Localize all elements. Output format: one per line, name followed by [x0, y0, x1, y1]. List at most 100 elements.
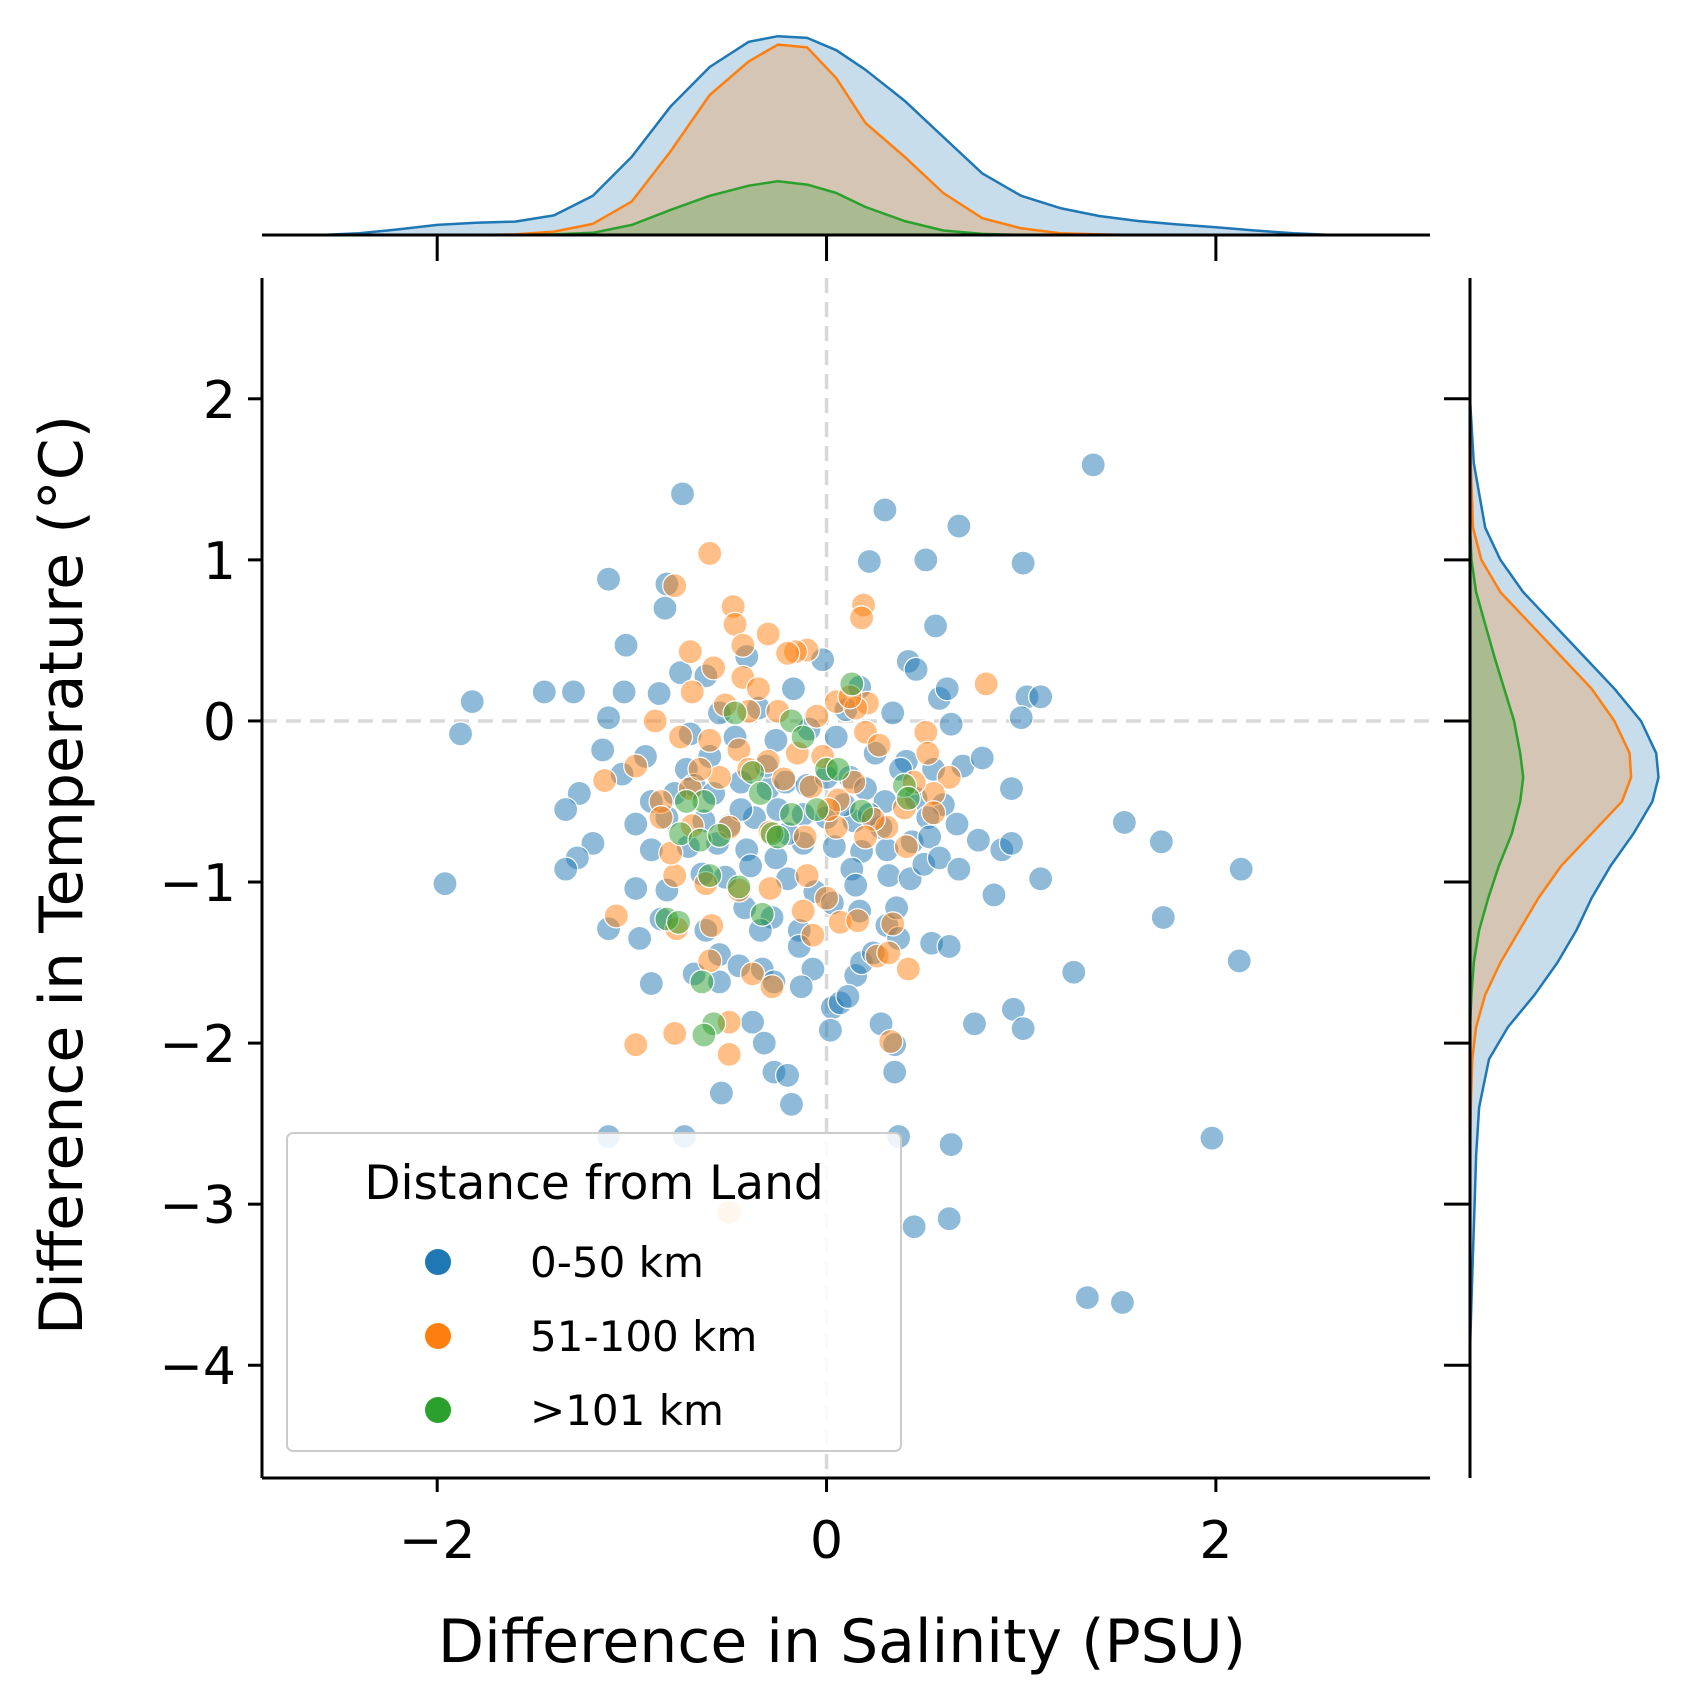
data-point: [595, 705, 622, 731]
data-point: [936, 1206, 962, 1232]
y-tick-label: −4: [159, 1337, 236, 1397]
data-point: [981, 882, 1007, 908]
data-point: [882, 1059, 908, 1085]
y-tick-label: 1: [203, 532, 236, 592]
x-tick-label: −2: [399, 1511, 476, 1571]
data-point: [893, 833, 919, 860]
data-point: [592, 767, 618, 794]
data-point: [780, 676, 807, 702]
data-point: [792, 824, 818, 850]
data-point: [728, 796, 754, 823]
data-point: [689, 969, 715, 995]
y-axis-label: Difference in Temperature (°C): [27, 415, 97, 1335]
data-point: [895, 785, 921, 811]
data-point: [613, 632, 639, 658]
legend-label-0-50-km: 0-50 km: [530, 1238, 704, 1287]
data-point: [774, 640, 801, 666]
data-point: [848, 798, 875, 824]
data-point: [998, 776, 1025, 802]
data-point: [687, 756, 713, 782]
data-point: [845, 908, 871, 934]
data-point: [677, 639, 703, 665]
data-point: [642, 708, 668, 734]
data-point: [603, 903, 629, 929]
data-point: [751, 1030, 777, 1056]
data-point: [848, 605, 875, 631]
data-point: [697, 540, 723, 567]
data-point: [804, 796, 830, 823]
data-point: [745, 676, 772, 702]
top-marginal-kde: [319, 34, 1334, 237]
data-point: [763, 845, 789, 871]
legend-marker-over-101-km: [425, 1397, 451, 1423]
data-point: [1148, 829, 1174, 855]
data-point: [915, 740, 941, 766]
data-point: [673, 788, 699, 815]
data-point: [747, 780, 773, 807]
data-point: [679, 679, 705, 705]
data-point: [638, 970, 664, 997]
data-point: [922, 613, 949, 639]
data-point: [998, 830, 1025, 856]
data-point: [726, 874, 752, 900]
data-point: [566, 780, 592, 807]
data-point: [432, 871, 458, 897]
data-point: [965, 827, 991, 853]
data-point: [1080, 452, 1106, 478]
data-point: [938, 1131, 964, 1158]
data-point: [1061, 959, 1087, 985]
data-point: [595, 566, 622, 592]
data-point: [738, 853, 764, 879]
data-point: [856, 548, 882, 575]
legend-marker-0-50-km: [425, 1249, 451, 1275]
data-point: [852, 824, 879, 850]
data-point: [716, 1041, 742, 1067]
data-point: [895, 956, 921, 982]
legend-title: Distance from Land: [364, 1156, 823, 1211]
data-point: [913, 547, 939, 573]
data-point: [1028, 684, 1054, 710]
kde-top-0-50-km: [319, 34, 1334, 237]
data-point: [662, 862, 688, 889]
data-point: [946, 856, 972, 882]
data-point: [662, 573, 688, 599]
x-axis-label: Difference in Salinity (PSU): [438, 1607, 1246, 1677]
data-point: [730, 632, 756, 658]
data-point: [757, 875, 783, 902]
data-point: [652, 595, 678, 621]
data-point: [722, 700, 748, 726]
data-point: [825, 756, 851, 782]
data-point: [697, 727, 723, 753]
legend: Distance from Land 0-50 km 51-100 km >10…: [286, 1132, 902, 1452]
data-point: [778, 801, 805, 827]
data-point: [790, 898, 816, 924]
data-point: [800, 922, 826, 948]
data-point: [788, 974, 814, 1000]
y-tick-label: 0: [203, 693, 236, 753]
data-point: [794, 862, 820, 889]
data-point: [623, 753, 649, 779]
data-point: [1008, 705, 1034, 731]
data-point: [901, 1214, 927, 1240]
series-over-101-km: [654, 671, 921, 1048]
data-point: [878, 1028, 904, 1055]
data-point: [665, 909, 692, 935]
data-point: [800, 956, 826, 982]
legend-label-51-100-km: 51-100 km: [530, 1312, 757, 1361]
data-point: [623, 811, 649, 837]
data-point: [662, 1020, 688, 1047]
data-point: [876, 940, 902, 966]
data-point: [823, 724, 849, 750]
data-point: [611, 679, 637, 705]
data-point: [1010, 1016, 1036, 1042]
data-point: [648, 804, 674, 831]
data-point: [706, 822, 733, 848]
legend-entry-2: >101 km: [425, 1386, 724, 1435]
data-point: [872, 497, 898, 523]
data-point: [790, 724, 816, 750]
data-point: [459, 689, 485, 715]
data-point: [697, 862, 723, 889]
data-point: [749, 901, 775, 927]
kde-right-0-50-km: [1468, 397, 1660, 1351]
data-point: [755, 621, 781, 647]
